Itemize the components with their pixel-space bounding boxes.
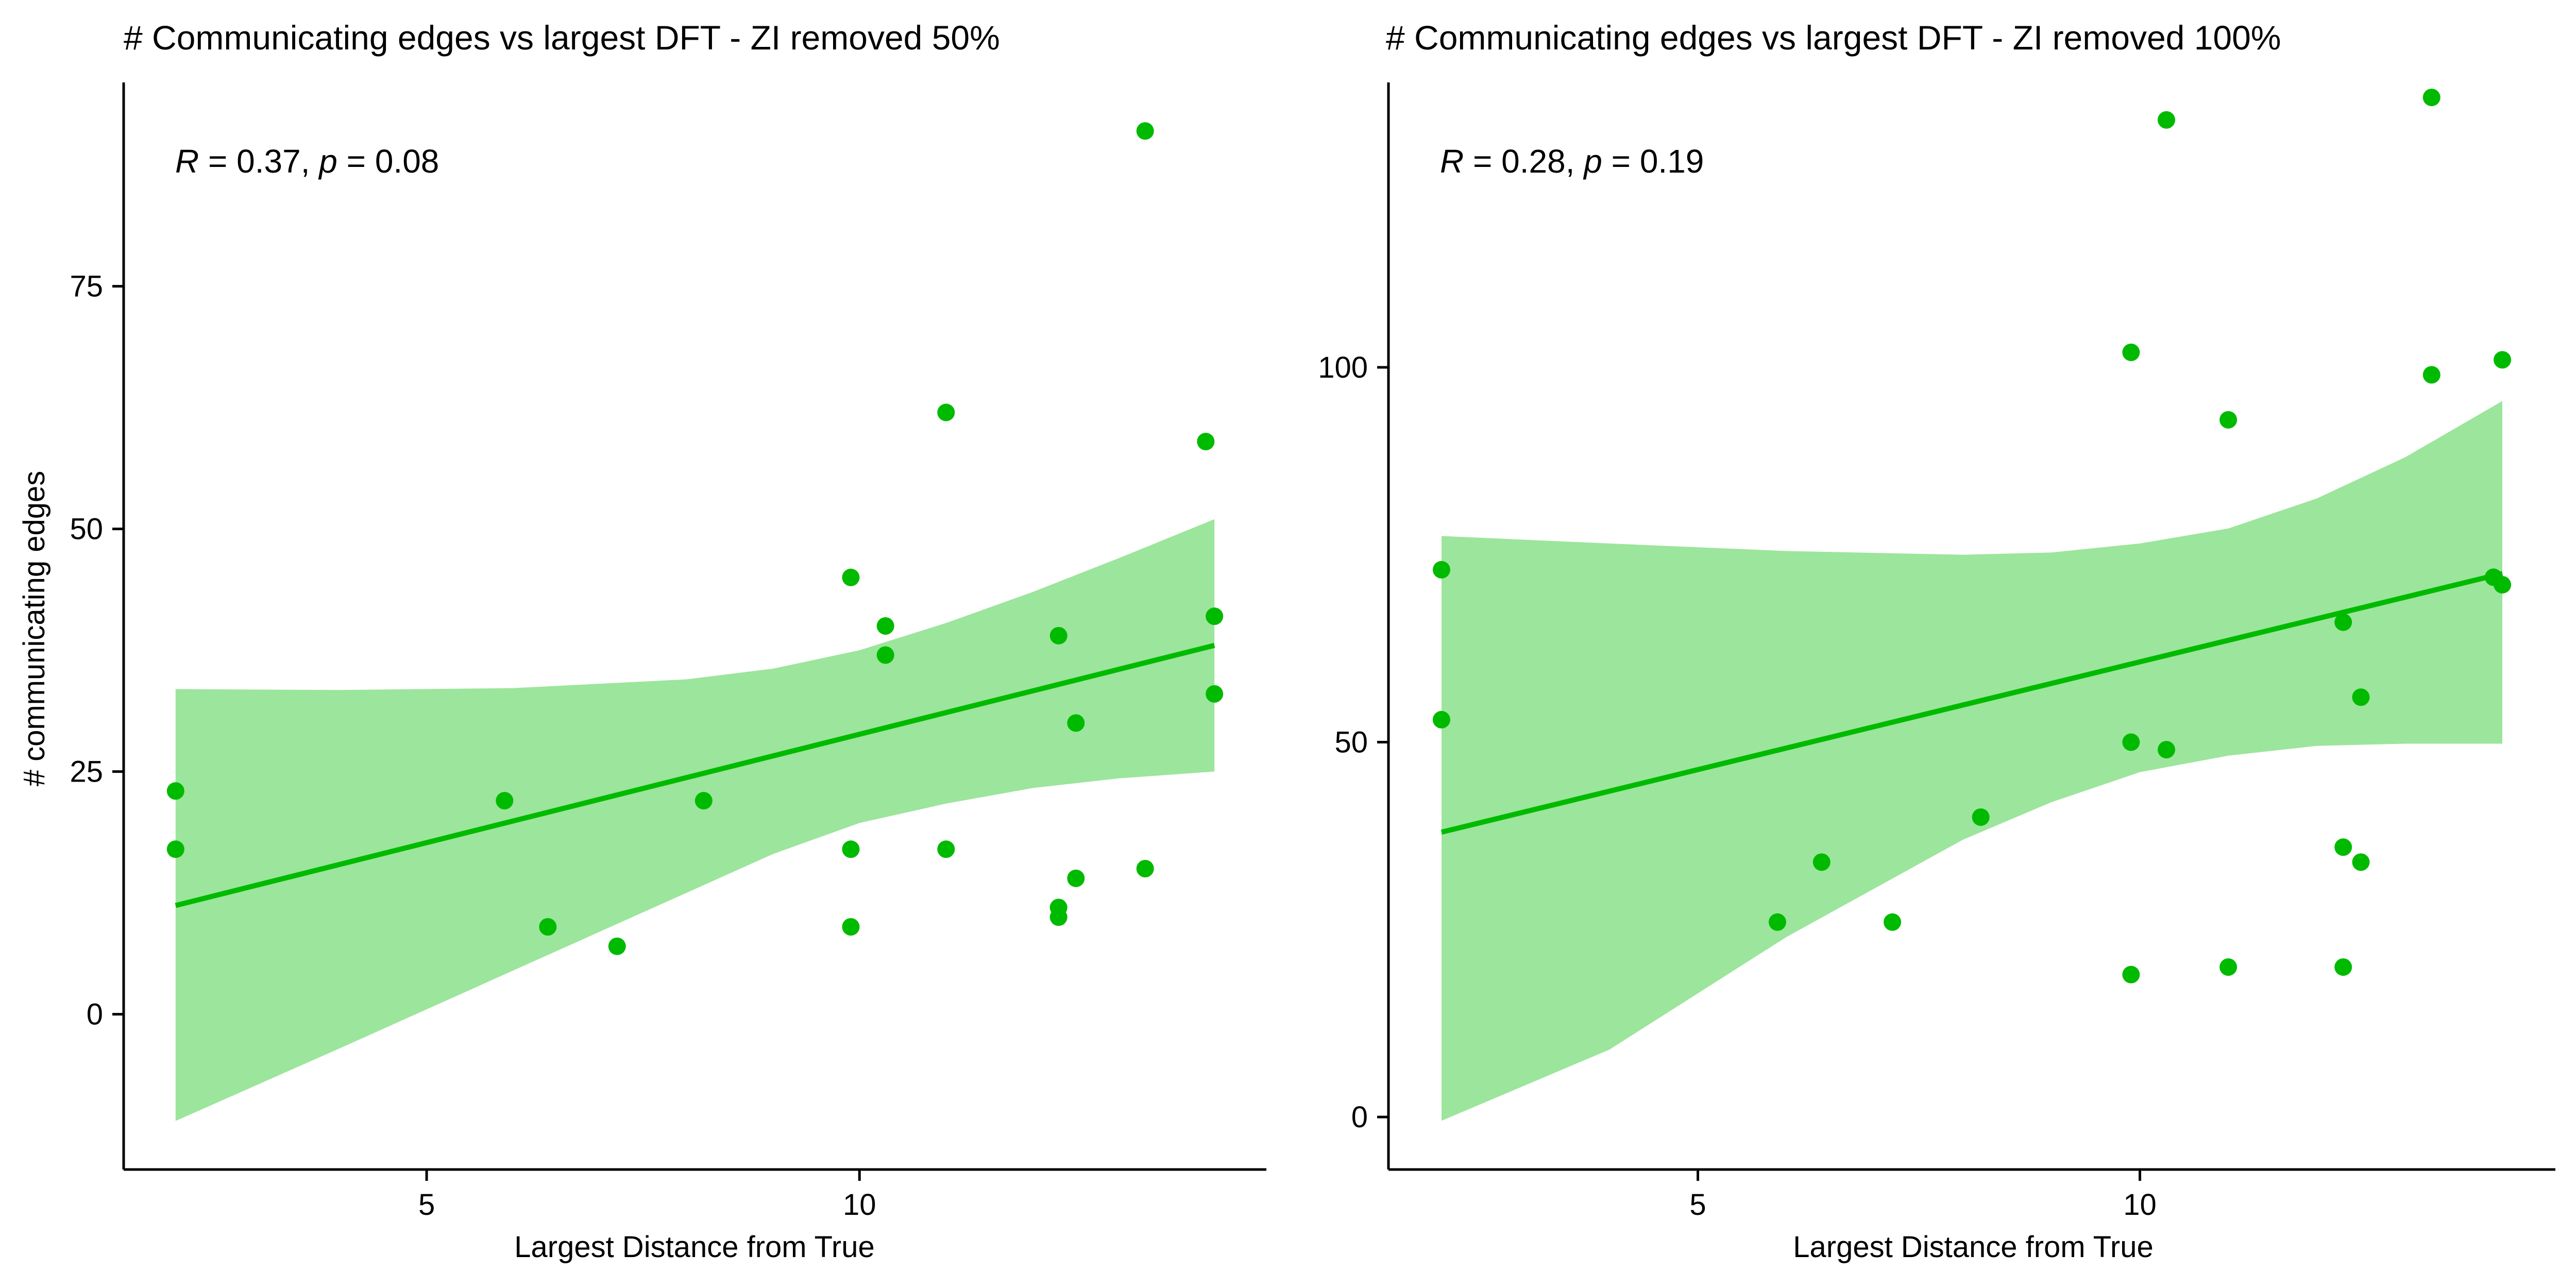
data-point-right-6 [2122, 343, 2140, 361]
data-point-right-21 [2494, 351, 2512, 369]
data-point-left-13 [1049, 626, 1067, 645]
data-point-right-8 [2122, 965, 2140, 984]
data-point-right-2 [1769, 913, 1786, 931]
y-tick-label-right-100: 100 [1318, 351, 1368, 384]
data-point-left-22 [1206, 685, 1224, 703]
y-tick-label-right-0: 0 [1351, 1100, 1368, 1134]
data-point-left-6 [842, 568, 860, 586]
data-point-right-13 [2334, 613, 2352, 631]
data-point-right-9 [2158, 111, 2175, 129]
x-tick-label-right-5: 5 [1689, 1188, 1706, 1222]
x-axis-label-left: Largest Distance from True [514, 1230, 875, 1264]
data-point-left-5 [694, 792, 713, 810]
data-point-right-14 [2334, 838, 2352, 856]
data-point-left-19 [1136, 859, 1154, 877]
data-point-left-11 [937, 403, 955, 421]
data-point-left-3 [539, 918, 557, 936]
y-tick-label-left-0: 0 [87, 998, 103, 1031]
panel-left: # Communicating edges vs largest DFT - Z… [18, 19, 1266, 1264]
data-point-right-7 [2122, 733, 2140, 751]
x-axis-label-right: Largest Distance from True [1793, 1230, 2154, 1264]
y-tick-label-left-75: 75 [70, 270, 103, 303]
data-point-right-22 [2494, 575, 2512, 594]
data-point-left-8 [842, 918, 860, 936]
chart-title-left: # Communicating edges vs largest DFT - Z… [124, 19, 1000, 57]
data-point-left-1 [166, 840, 184, 858]
y-tick-label-left-50: 50 [70, 513, 103, 546]
data-point-right-15 [2334, 958, 2352, 976]
data-point-right-17 [2352, 853, 2370, 871]
data-point-left-9 [876, 617, 894, 635]
data-point-right-19 [2422, 366, 2441, 384]
data-point-right-3 [1812, 853, 1831, 871]
confidence-band-right [1442, 401, 2502, 1121]
data-point-left-20 [1197, 433, 1215, 451]
chart-title-right: # Communicating edges vs largest DFT - Z… [1386, 19, 2281, 57]
data-point-right-18 [2422, 89, 2441, 107]
data-point-right-10 [2158, 741, 2175, 759]
y-tick-label-right-50: 50 [1334, 726, 1368, 759]
data-point-right-12 [2219, 958, 2238, 976]
data-point-right-4 [1884, 913, 1902, 931]
data-point-left-15 [1049, 908, 1067, 926]
data-point-left-17 [1067, 869, 1085, 887]
data-point-left-2 [496, 792, 514, 810]
data-point-right-5 [1972, 808, 1990, 826]
data-point-left-21 [1206, 607, 1224, 625]
data-point-right-0 [1432, 561, 1450, 579]
regression-line-right [1440, 571, 2503, 835]
data-point-left-10 [876, 646, 894, 664]
data-point-right-11 [2219, 411, 2238, 429]
data-point-left-0 [166, 782, 184, 800]
data-point-right-16 [2352, 688, 2370, 706]
x-tick-label-left-5: 5 [418, 1188, 435, 1222]
data-point-right-1 [1432, 710, 1450, 728]
data-point-left-7 [842, 840, 860, 858]
y-tick-label-left-25: 25 [70, 755, 103, 789]
regression-line-left [175, 642, 1215, 908]
data-point-left-18 [1136, 122, 1154, 140]
x-tick-label-left-10: 10 [843, 1188, 876, 1222]
y-axis-label-left: # communicating edges [18, 471, 51, 787]
x-tick-label-right-10: 10 [2123, 1188, 2157, 1222]
confidence-band-left [175, 519, 1215, 1121]
panel-right: # Communicating edges vs largest DFT - Z… [1318, 19, 2555, 1264]
data-point-left-16 [1067, 714, 1085, 732]
data-point-left-4 [608, 937, 626, 955]
data-point-left-12 [937, 840, 955, 858]
stat-annotation-left: R = 0.37, p = 0.08 [175, 143, 439, 180]
stat-annotation-right: R = 0.28, p = 0.19 [1440, 143, 1704, 180]
